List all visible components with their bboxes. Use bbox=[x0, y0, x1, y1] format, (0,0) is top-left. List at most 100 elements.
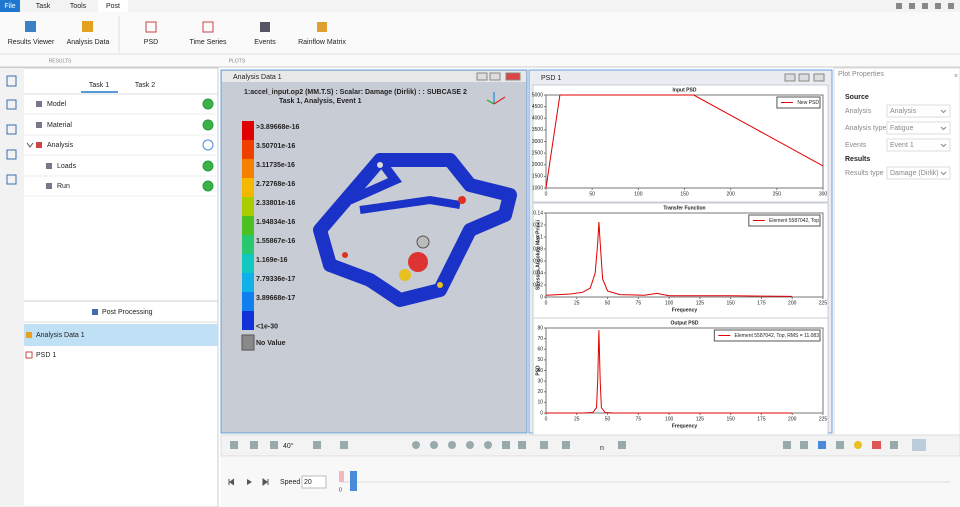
speed-label: Speed bbox=[280, 479, 300, 486]
y-tick-label: 1500 bbox=[532, 174, 543, 180]
x-tick-label: 100 bbox=[665, 300, 674, 306]
playback bbox=[228, 478, 269, 486]
ribbon-button[interactable]: Analysis Data bbox=[67, 39, 110, 46]
x-tick-label: 25 bbox=[574, 300, 580, 306]
viewport bbox=[220, 69, 528, 434]
ribbon-group: PLOTS bbox=[229, 58, 246, 64]
y-tick-label: 2000 bbox=[532, 162, 543, 168]
chart-title: Transfer Function bbox=[663, 205, 705, 211]
viewport-title: Analysis Data 1 bbox=[233, 74, 282, 81]
legend: Element 5587042, Top bbox=[748, 214, 821, 227]
ribbon-group: RESULTS bbox=[49, 58, 72, 64]
x-tick-label: 175 bbox=[757, 416, 766, 422]
legend-swatch bbox=[242, 254, 254, 273]
y-tick-label: 0.02 bbox=[533, 282, 543, 288]
legend-label: <1e-30 bbox=[256, 323, 278, 330]
post-item[interactable]: Analysis Data 1 bbox=[36, 332, 85, 339]
section-header: Results bbox=[845, 156, 870, 163]
legend-label: >3.89668e-16 bbox=[256, 124, 300, 131]
status-icon bbox=[202, 119, 214, 131]
y-tick-label: 50 bbox=[537, 357, 543, 363]
x-tick-label: 200 bbox=[788, 416, 797, 422]
marker bbox=[339, 471, 344, 482]
plot: Transfer Function 0 0.02 0.04 0.06 0.08 0.1 0.1… bbox=[532, 202, 829, 322]
y-tick-label: 5000 bbox=[532, 92, 543, 98]
speed-value: 20 bbox=[304, 479, 312, 486]
icon bbox=[260, 22, 270, 32]
slider[interactable] bbox=[350, 471, 357, 491]
y-tick-label: 0.1 bbox=[536, 234, 543, 240]
y-tick-label: 0.08 bbox=[533, 246, 543, 252]
prop-label: Analysis type bbox=[845, 125, 886, 132]
tree-item[interactable]: Analysis bbox=[47, 142, 74, 149]
legend-box bbox=[713, 329, 821, 342]
close[interactable]: × bbox=[954, 73, 958, 80]
prop-box[interactable] bbox=[886, 166, 951, 180]
y-axis-label: Stresses,Absolute Max Princi bbox=[535, 219, 541, 290]
x-tick-label: 150 bbox=[726, 300, 735, 306]
legend-swatch bbox=[242, 273, 254, 292]
ribbon-button[interactable]: Time Series bbox=[189, 39, 227, 46]
ribbon-button[interactable]: Results Viewer bbox=[8, 39, 55, 46]
y-tick-label: 3000 bbox=[532, 139, 543, 145]
tree-icon bbox=[36, 101, 42, 107]
legend-label: Element 5587042, Top, RMS = 11.083 bbox=[735, 333, 820, 339]
tree-item[interactable]: Loads bbox=[57, 163, 77, 170]
x-tick-label: 0 bbox=[545, 416, 548, 422]
legend-label: 1.55867e-16 bbox=[256, 238, 295, 245]
prop-box[interactable] bbox=[886, 104, 951, 118]
post-item[interactable]: PSD 1 bbox=[36, 352, 56, 359]
y-tick-label: 0.06 bbox=[533, 258, 543, 264]
y-tick-label: 10 bbox=[537, 400, 543, 406]
menu-tab[interactable]: Post bbox=[106, 3, 120, 10]
ribbon-button[interactable]: Events bbox=[254, 39, 276, 46]
prop-value: Event 1 bbox=[890, 142, 914, 149]
legend-swatch bbox=[242, 292, 254, 311]
status-icon bbox=[202, 180, 214, 192]
legend: New PSD bbox=[776, 96, 821, 109]
viewport-header: Task 1, Analysis, Event 1 bbox=[279, 98, 362, 105]
tree-item[interactable]: Model bbox=[47, 101, 67, 108]
dropdown bbox=[940, 126, 947, 131]
y-tick-label: 1000 bbox=[532, 185, 543, 191]
legend-label: 2.33801e-16 bbox=[256, 200, 295, 207]
icon bbox=[92, 309, 98, 315]
task-tab[interactable]: Task 2 bbox=[135, 82, 155, 89]
menu-bar bbox=[0, 0, 960, 12]
legend-swatch bbox=[242, 159, 254, 178]
tree-item[interactable]: Run bbox=[57, 183, 70, 190]
y-tick-label: 0 bbox=[540, 410, 543, 416]
prop-box[interactable] bbox=[886, 121, 951, 135]
legend-swatch bbox=[242, 235, 254, 254]
no-value-swatch bbox=[241, 334, 255, 351]
y-tick-label: 60 bbox=[537, 347, 543, 353]
legend-swatch bbox=[242, 311, 254, 330]
ribbon-button[interactable]: PSD bbox=[144, 39, 158, 46]
speed-input[interactable] bbox=[301, 475, 327, 489]
x-tick-label: 125 bbox=[696, 416, 705, 422]
y-tick-label: 4000 bbox=[532, 116, 543, 122]
prop-box[interactable] bbox=[886, 138, 951, 152]
chart-title: Output PSD bbox=[670, 320, 698, 326]
x-tick-label: 300 bbox=[819, 191, 828, 197]
x-axis-label: Frequency bbox=[672, 307, 698, 313]
menu-tab[interactable]: Task bbox=[36, 3, 51, 10]
series-line bbox=[545, 221, 793, 297]
menu-tab[interactable]: File bbox=[4, 3, 15, 10]
tree-item[interactable]: Material bbox=[47, 122, 72, 129]
menu-tab[interactable]: Tools bbox=[70, 3, 87, 10]
legend-box bbox=[748, 214, 821, 227]
strip-icons bbox=[6, 75, 17, 185]
y-tick-label: 0.04 bbox=[533, 270, 543, 276]
tree-icon bbox=[36, 122, 42, 128]
task-tab[interactable]: Task 1 bbox=[89, 82, 109, 89]
x-tick-label: 50 bbox=[605, 416, 611, 422]
ribbon-button[interactable]: Rainflow Matrix bbox=[298, 39, 346, 46]
icon bbox=[202, 21, 214, 33]
view-toolbar bbox=[220, 434, 960, 457]
x-tick-label: 75 bbox=[636, 300, 642, 306]
file-tab-bg bbox=[0, 0, 20, 12]
y-tick-label: 2500 bbox=[532, 150, 543, 156]
x-tick-label: 225 bbox=[819, 416, 828, 422]
